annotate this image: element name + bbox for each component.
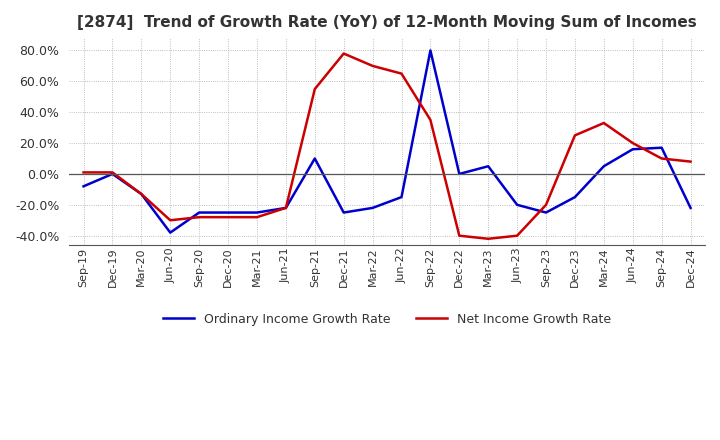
Legend: Ordinary Income Growth Rate, Net Income Growth Rate: Ordinary Income Growth Rate, Net Income … bbox=[163, 312, 611, 326]
Ordinary Income Growth Rate bbox=[426, 48, 435, 53]
Ordinary Income Growth Rate bbox=[224, 210, 233, 215]
Ordinary Income Growth Rate bbox=[397, 194, 406, 200]
Net Income Growth Rate bbox=[79, 170, 88, 175]
Ordinary Income Growth Rate bbox=[541, 210, 550, 215]
Ordinary Income Growth Rate bbox=[195, 210, 204, 215]
Ordinary Income Growth Rate bbox=[571, 194, 580, 200]
Line: Ordinary Income Growth Rate: Ordinary Income Growth Rate bbox=[84, 51, 690, 233]
Line: Net Income Growth Rate: Net Income Growth Rate bbox=[84, 54, 690, 239]
Ordinary Income Growth Rate bbox=[166, 230, 174, 235]
Net Income Growth Rate bbox=[310, 86, 319, 92]
Net Income Growth Rate bbox=[282, 205, 290, 211]
Ordinary Income Growth Rate bbox=[484, 164, 492, 169]
Ordinary Income Growth Rate bbox=[108, 171, 117, 176]
Ordinary Income Growth Rate bbox=[253, 210, 261, 215]
Net Income Growth Rate bbox=[629, 140, 637, 146]
Ordinary Income Growth Rate bbox=[310, 156, 319, 161]
Net Income Growth Rate bbox=[195, 215, 204, 220]
Ordinary Income Growth Rate bbox=[339, 210, 348, 215]
Title: [2874]  Trend of Growth Rate (YoY) of 12-Month Moving Sum of Incomes: [2874] Trend of Growth Rate (YoY) of 12-… bbox=[77, 15, 697, 30]
Ordinary Income Growth Rate bbox=[455, 171, 464, 176]
Net Income Growth Rate bbox=[368, 63, 377, 69]
Ordinary Income Growth Rate bbox=[600, 164, 608, 169]
Net Income Growth Rate bbox=[426, 117, 435, 123]
Ordinary Income Growth Rate bbox=[137, 191, 145, 197]
Net Income Growth Rate bbox=[166, 218, 174, 223]
Ordinary Income Growth Rate bbox=[686, 205, 695, 211]
Net Income Growth Rate bbox=[339, 51, 348, 56]
Net Income Growth Rate bbox=[600, 121, 608, 126]
Net Income Growth Rate bbox=[686, 159, 695, 164]
Ordinary Income Growth Rate bbox=[368, 205, 377, 211]
Net Income Growth Rate bbox=[137, 191, 145, 197]
Ordinary Income Growth Rate bbox=[79, 183, 88, 189]
Ordinary Income Growth Rate bbox=[657, 145, 666, 150]
Ordinary Income Growth Rate bbox=[513, 202, 521, 208]
Net Income Growth Rate bbox=[657, 156, 666, 161]
Net Income Growth Rate bbox=[224, 215, 233, 220]
Net Income Growth Rate bbox=[484, 236, 492, 242]
Net Income Growth Rate bbox=[108, 170, 117, 175]
Net Income Growth Rate bbox=[541, 202, 550, 208]
Net Income Growth Rate bbox=[455, 233, 464, 238]
Net Income Growth Rate bbox=[397, 71, 406, 76]
Ordinary Income Growth Rate bbox=[282, 205, 290, 211]
Net Income Growth Rate bbox=[571, 133, 580, 138]
Net Income Growth Rate bbox=[513, 233, 521, 238]
Net Income Growth Rate bbox=[253, 215, 261, 220]
Ordinary Income Growth Rate bbox=[629, 147, 637, 152]
